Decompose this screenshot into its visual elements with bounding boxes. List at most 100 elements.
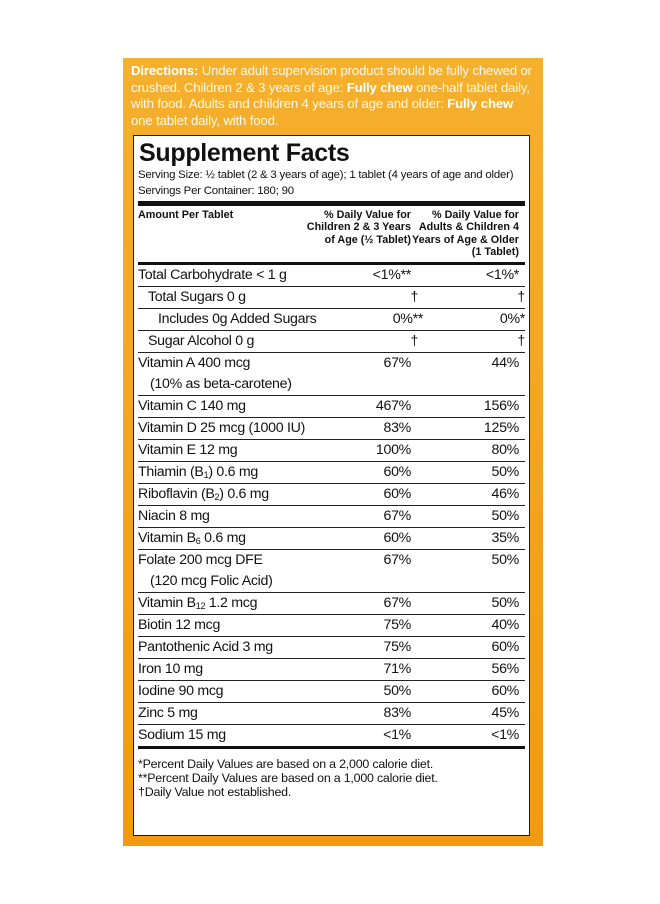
nutrient-name: Total Sugars 0 g (138, 287, 306, 308)
adult-dv-value: 46% (491, 486, 520, 503)
nutrient-row: Vitamin B6 0.6 mg 60% 35% (138, 527, 525, 549)
child-dv-value: † (410, 289, 419, 306)
nutrient-name: Biotin 12 mcg (138, 615, 298, 636)
nutrient-name-suffix: 0.6 mg (200, 530, 246, 547)
child-dv-value: 67% (383, 508, 412, 525)
child-dv-value: <1%** (372, 267, 412, 284)
adult-dv-value: <1% (491, 727, 519, 744)
nutrient-name: Vitamin B12 1.2 mcg (138, 593, 298, 614)
supplement-facts-panel: Supplement Facts Serving Size: ½ tablet … (133, 135, 530, 836)
nutrient-name: Vitamin A 400 mcg (10% as beta-carotene) (138, 353, 298, 395)
facts-title: Supplement Facts (139, 139, 350, 167)
bottom-divider (138, 746, 525, 750)
child-dv-value: 60% (383, 464, 412, 481)
serving-size: Serving Size: ½ tablet (2 & 3 years of a… (138, 169, 514, 181)
nutrient-row: Folate 200 mcg DFE (120 mcg Folic Acid) 67… (138, 549, 525, 592)
nutrient-name-text: Thiamin (B (138, 464, 204, 481)
nutrient-row: Total Sugars 0 g † † (138, 286, 525, 308)
adult-dv-value: 60% (491, 639, 520, 656)
nutrient-subscript: 6 (195, 536, 201, 547)
child-dv-value: 75% (383, 617, 412, 634)
nutrient-name: Zinc 5 mg (138, 703, 298, 724)
nutrient-name: Iron 10 mg (138, 659, 298, 680)
nutrient-name-text: Includes 0g Added Sugars (158, 311, 317, 328)
adult-dv-value: 56% (491, 661, 520, 678)
nutrient-name: Total Carbohydrate < 1 g (138, 265, 298, 286)
child-dv-value: 60% (383, 486, 412, 503)
nutrient-row: Iodine 90 mcg 50% 60% (138, 680, 525, 702)
nutrient-name: Thiamin (B1) 0.6 mg (138, 462, 298, 483)
nutrient-name: Vitamin B6 0.6 mg (138, 528, 298, 549)
nutrient-name-text: Zinc 5 mg (138, 705, 198, 722)
nutrient-row: Vitamin C 140 mg 467% 156% (138, 395, 525, 417)
child-dv-header: % Daily Value for Children 2 & 3 Years o… (306, 209, 411, 246)
nutrient-row: Sodium 15 mg <1% <1% (138, 724, 525, 746)
child-dv-value: 71% (383, 661, 412, 678)
adult-dv-header: % Daily Value for Adults & Children 4 Ye… (411, 209, 519, 258)
adult-dv-value: 50% (491, 595, 520, 612)
child-dv-value: 467% (375, 398, 411, 415)
nutrient-name: Niacin 8 mg (138, 506, 298, 527)
footnote-line: *Percent Daily Values are based on a 2,0… (138, 757, 434, 772)
directions-bold-1: Fully chew (346, 79, 413, 95)
footnote-line: †Daily Value not established. (138, 785, 292, 800)
servings-per-container: Servings Per Container: 180; 90 (138, 184, 294, 197)
directions-part-3: one tablet daily, with food. (131, 112, 279, 128)
child-dv-value: <1% (383, 727, 411, 744)
adult-dv-value: 0%* (499, 311, 525, 328)
nutrient-row: Niacin 8 mg 67% 50% (138, 505, 525, 527)
child-dv-value: 60% (383, 530, 412, 547)
adult-dv-value: 50% (491, 508, 520, 525)
nutrient-name: Includes 0g Added Sugars (138, 309, 317, 330)
nutrient-name: Vitamin E 12 mg (138, 440, 298, 461)
nutrient-name-text: Vitamin C 140 mg (138, 398, 246, 415)
nutrient-row: Iron 10 mg 71% 56% (138, 658, 525, 680)
nutrient-rows: Total Carbohydrate < 1 g <1%** <1%* Total S… (138, 265, 525, 746)
child-dv-value: 83% (383, 420, 412, 437)
child-dv-value: 67% (383, 595, 412, 612)
label-panel: Directions: Under adult supervision prod… (123, 58, 543, 846)
nutrient-row: Biotin 12 mcg 75% 40% (138, 614, 525, 636)
nutrient-row: Vitamin A 400 mcg (10% as beta-carotene) 6… (138, 352, 525, 395)
directions-lead: Directions: (131, 63, 199, 78)
nutrient-name-text: Riboflavin (B (138, 486, 215, 503)
nutrient-name-text: Iron 10 mg (138, 661, 203, 678)
thick-divider (138, 201, 525, 206)
adult-dv-value: 50% (491, 552, 520, 569)
nutrient-name-suffix: ) 0.6 mg (208, 464, 258, 481)
nutrient-subscript: 1 (203, 470, 209, 481)
nutrient-name-text: Sodium 15 mg (138, 727, 226, 744)
directions-part-1: Under adult supervision product should b… (131, 63, 532, 95)
nutrient-name-text: Iodine 90 mcg (138, 683, 224, 700)
nutrient-name: Vitamin D 25 mcg (1000 IU) (138, 418, 305, 439)
nutrient-name-text: Vitamin A 400 mcg (138, 355, 251, 372)
nutrient-subscript: 2 (214, 492, 220, 503)
child-dv-value: 75% (383, 639, 412, 656)
nutrient-name-text: Total Carbohydrate < 1 g (138, 267, 287, 284)
nutrient-name-text: Total Sugars 0 g (148, 289, 246, 306)
adult-dv-value: † (517, 289, 525, 306)
footnote-line: **Percent Daily Values are based on a 1,… (138, 771, 438, 786)
nutrient-row: Zinc 5 mg 83% 45% (138, 702, 525, 724)
nutrient-name: Iodine 90 mcg (138, 681, 298, 702)
nutrient-row: Includes 0g Added Sugars 0%** 0%* (138, 308, 525, 330)
adult-dv-value: <1%* (485, 267, 519, 284)
nutrient-name-text: Sugar Alcohol 0 g (148, 333, 255, 350)
adult-dv-value: 45% (491, 705, 520, 722)
nutrient-name-text: Vitamin B (138, 530, 196, 547)
child-dv-value: 50% (383, 683, 412, 700)
adult-dv-value: 80% (491, 442, 520, 459)
nutrient-row: Thiamin (B1) 0.6 mg 60% 50% (138, 461, 525, 483)
nutrient-name-text: Vitamin B (138, 595, 196, 612)
nutrient-name: Sugar Alcohol 0 g (138, 331, 306, 352)
directions-bold-2: Fully chew (447, 96, 514, 112)
nutrient-subline: (10% as beta-carotene) (150, 376, 292, 393)
footnotes: *Percent Daily Values are based on a 2,0… (138, 749, 525, 799)
child-dv-value: 67% (383, 552, 412, 569)
nutrient-row: Sugar Alcohol 0 g † † (138, 330, 525, 352)
adult-dv-value: 156% (483, 398, 519, 415)
nutrient-name-text: Niacin 8 mg (138, 508, 210, 525)
nutrient-name-text: Vitamin D 25 mcg (1000 IU) (138, 420, 305, 437)
child-dv-value: † (410, 333, 419, 350)
nutrient-name-suffix: ) 0.6 mg (219, 486, 269, 503)
